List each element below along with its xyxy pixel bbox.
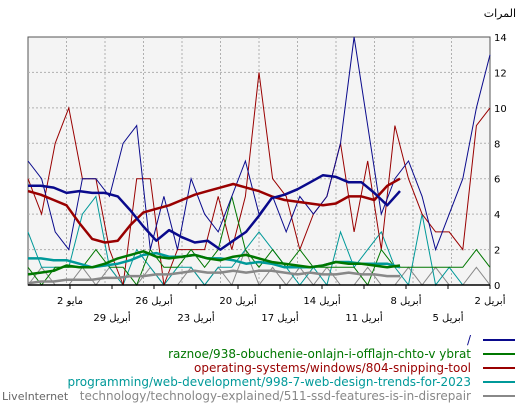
x-axis: 2 أبريل 8 أبريل 14 أبريل 20 أبريل 26 أبريل 2 … [57, 285, 506, 324]
series-avg-line [28, 173, 401, 251]
legend-label: raznoe/938-obuchenie-onlajn-i-offlajn-ch… [168, 347, 471, 361]
x-tick-label: 29 أبريل [93, 311, 131, 324]
series-raw-line [27, 72, 491, 286]
series-avg-line [27, 177, 401, 244]
series-raw-line [27, 196, 491, 287]
y-tick-label: 14 [494, 33, 507, 44]
series-layer [27, 36, 491, 287]
x-tick-label: 14 أبريل [303, 294, 341, 307]
x-tick-label: 23 أبريل [177, 311, 215, 324]
y-tick-label: 6 [494, 175, 500, 186]
legend-label: / [467, 333, 472, 347]
x-tick-label: 26 أبريل [135, 294, 173, 307]
footer-brand: LiveInternet [2, 390, 69, 403]
y-axis-title: المرات [484, 7, 516, 20]
series-avg-line [27, 250, 401, 276]
x-tick-label: 5 أبريل [433, 311, 464, 324]
legend: /raznoe/938-obuchenie-onlajn-i-offlajn-c… [67, 333, 515, 403]
series-avg-line [27, 269, 400, 285]
x-tick-label: 2 أبريل [475, 294, 506, 307]
legend-label: operating-systems/windows/804-snipping-t… [194, 361, 471, 375]
x-tick-label: 8 أبريل [391, 294, 422, 307]
legend-label: programming/web-development/998-7-web-de… [67, 375, 471, 389]
x-tick-label: 17 أبريل [261, 311, 299, 324]
y-axis: 0 2 4 6 8 10 12 14 [494, 33, 507, 292]
y-tick-label: 0 [494, 281, 500, 292]
y-tick-label: 8 [494, 139, 500, 150]
x-tick-label: 20 أبريل [219, 294, 257, 307]
y-tick-label: 4 [494, 210, 500, 221]
grid [28, 37, 490, 285]
y-tick-label: 2 [494, 246, 500, 257]
y-tick-label: 12 [494, 68, 507, 79]
x-tick-label: 11 أبريل [345, 311, 383, 324]
x-tick-label: 2 مايو [57, 296, 83, 307]
y-tick-label: 10 [494, 104, 507, 115]
legend-label: technology/technology-explained/511-ssd-… [80, 389, 471, 403]
